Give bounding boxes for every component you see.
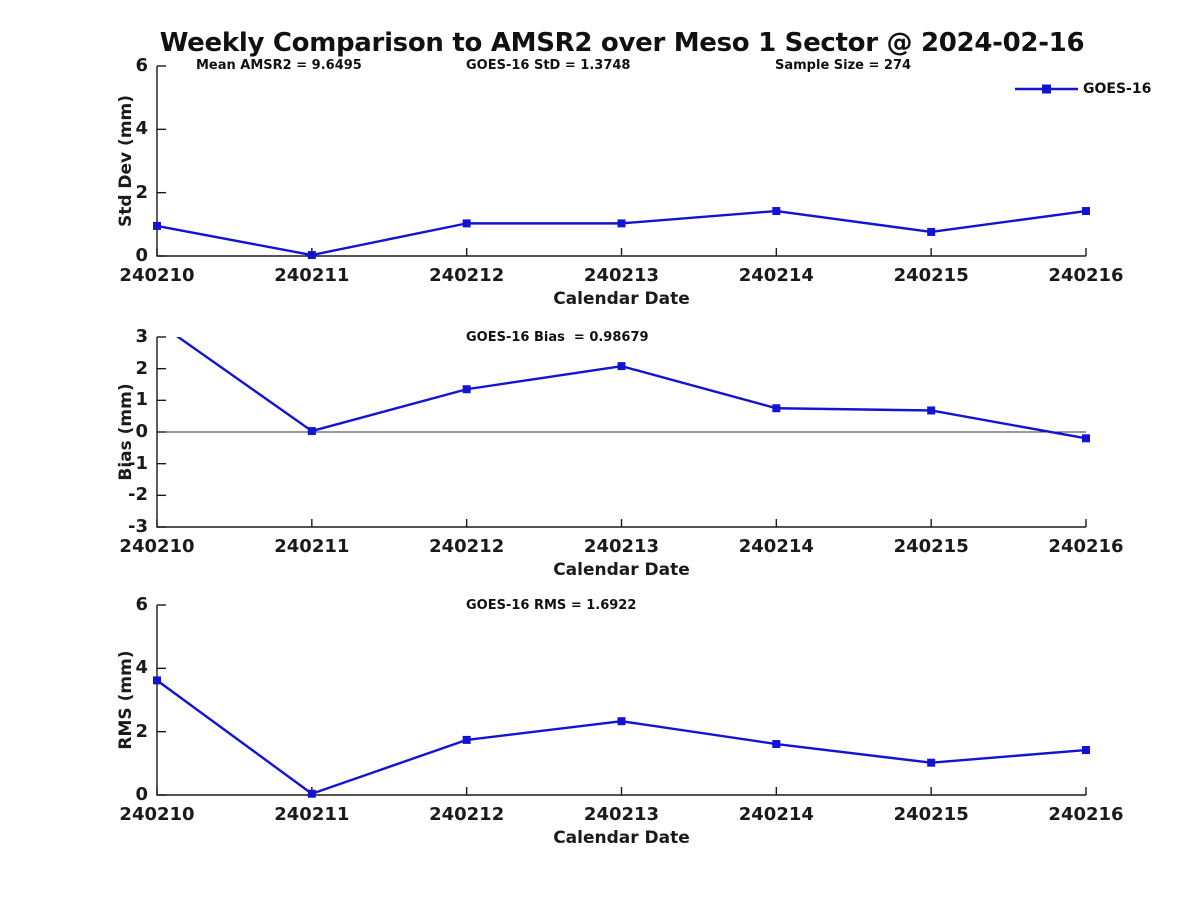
bias-x-tick-label: 240215 xyxy=(893,536,969,557)
bias-y-tick-label: 0 xyxy=(135,421,148,442)
std-dev-x-tick-label: 240213 xyxy=(583,265,660,286)
rms-x-tick-label: 240210 xyxy=(119,804,195,825)
bias-y-axis-label: Bias (mm) xyxy=(116,383,136,481)
bias-data-point-marker xyxy=(307,427,316,436)
std-dev-annotation: GOES-16 StD = 1.3748 xyxy=(466,58,631,73)
std-dev-y-tick-label: 2 xyxy=(135,181,148,203)
bias-y-tick-label: -2 xyxy=(128,484,148,506)
std-dev-x-tick-label: 240215 xyxy=(893,265,969,286)
std-dev-y-tick-label: 0 xyxy=(135,245,148,266)
rms-x-axis-label: Calendar Date xyxy=(553,828,690,848)
std-dev-annotation: Mean AMSR2 = 9.6495 xyxy=(196,58,362,73)
bias-x-tick-label: 240210 xyxy=(119,536,195,557)
bias-data-point-marker xyxy=(617,362,626,371)
bias-y-tick-label: 3 xyxy=(135,326,148,347)
rms-x-tick-label: 240211 xyxy=(274,804,350,825)
std-dev-y-tick-label: 6 xyxy=(135,55,148,76)
rms-y-tick-label: 2 xyxy=(135,720,148,742)
std-dev-data-point-marker xyxy=(617,219,626,228)
rms-x-tick-label: 240212 xyxy=(429,804,505,825)
rms-data-point-marker xyxy=(462,735,471,744)
bias-y-tick-label: 1 xyxy=(135,389,148,411)
legend-marker-icon xyxy=(1042,84,1051,94)
bias-y-tick-label: -3 xyxy=(128,516,148,537)
std-dev-annotation: Sample Size = 274 xyxy=(775,58,912,73)
std-dev-x-tick-label: 240210 xyxy=(119,265,195,286)
rms-data-point-marker xyxy=(1082,746,1090,755)
std-dev-data-point-marker xyxy=(1082,207,1090,216)
std-dev-x-tick-label: 240212 xyxy=(429,265,505,286)
std-dev-data-point-marker xyxy=(927,227,936,236)
std-dev-data-point-marker xyxy=(153,221,161,230)
bias-data-point-marker xyxy=(927,406,936,415)
bias-x-tick-label: 240214 xyxy=(738,536,814,557)
rms-axis xyxy=(156,605,1086,796)
rms-x-tick-label: 240214 xyxy=(738,804,814,825)
std-dev-data-point-marker xyxy=(307,251,316,260)
rms-data-point-marker xyxy=(927,758,936,767)
std-dev-x-tick-label: 240216 xyxy=(1048,265,1124,286)
bias-annotation: GOES-16 Bias = 0.98679 xyxy=(466,330,649,345)
std-dev-axis xyxy=(156,66,1086,257)
bias-data-point-marker xyxy=(772,404,781,413)
bias-x-tick-label: 240211 xyxy=(274,536,350,557)
rms-y-axis-label: RMS (mm) xyxy=(116,650,136,750)
bias-x-tick-label: 240216 xyxy=(1048,536,1124,557)
bias-x-tick-label: 240213 xyxy=(583,536,660,557)
std-dev-data-point-marker xyxy=(772,207,781,216)
legend-label: GOES-16 xyxy=(1083,81,1152,97)
bias-data-point-marker xyxy=(1082,434,1090,443)
figure-title: Weekly Comparison to AMSR2 over Meso 1 S… xyxy=(159,28,1085,58)
rms-x-tick-label: 240216 xyxy=(1048,804,1124,825)
rms-x-tick-label: 240215 xyxy=(893,804,969,825)
bias-x-tick-label: 240212 xyxy=(429,536,505,557)
bias-data-point-marker xyxy=(462,385,471,394)
bias-x-axis-label: Calendar Date xyxy=(553,560,690,580)
rms-series-line xyxy=(156,679,1087,795)
rms-data-point-marker xyxy=(772,740,781,749)
rms-y-tick-label: 6 xyxy=(135,594,148,615)
bias-y-tick-label: 2 xyxy=(135,357,148,379)
rms-y-tick-label: 0 xyxy=(135,784,148,805)
std-dev-data-point-marker xyxy=(462,219,471,228)
std-dev-x-axis-label: Calendar Date xyxy=(553,289,690,309)
rms-x-tick-label: 240213 xyxy=(583,804,660,825)
bias-y-tick-label: -1 xyxy=(128,452,148,474)
std-dev-x-tick-label: 240211 xyxy=(274,265,350,286)
rms-y-tick-label: 4 xyxy=(135,657,148,679)
std-dev-x-tick-label: 240214 xyxy=(738,265,814,286)
rms-data-point-marker xyxy=(617,717,626,726)
std-dev-y-axis-label: Std Dev (mm) xyxy=(116,94,136,228)
bias-data-point-marker xyxy=(153,318,161,326)
std-dev-y-tick-label: 4 xyxy=(135,118,148,140)
rms-data-point-marker xyxy=(153,676,161,685)
rms-data-point-marker xyxy=(307,789,316,798)
rms-annotation: GOES-16 RMS = 1.6922 xyxy=(466,598,637,613)
